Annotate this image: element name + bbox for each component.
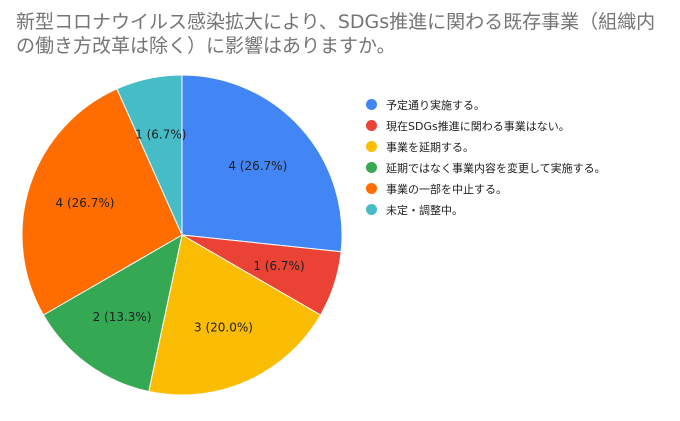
legend-label-6: 未定・調整中。 — [386, 203, 463, 217]
legend-item-2: 現在SDGs推進に関わる事業はない。 — [366, 115, 606, 136]
legend-label-2: 現在SDGs推進に関わる事業はない。 — [386, 119, 570, 133]
chart-title-line-1: 新型コロナウイルス感染拡大により、SDGs推進に関わる既存事業（組織内 — [16, 11, 656, 33]
slice-label-4: 2 (13.3%) — [93, 310, 152, 324]
pie-slice-6 — [116, 74, 183, 236]
legend-swatch-5 — [366, 183, 377, 194]
slice-label-6: 1 (6.7%) — [135, 128, 186, 142]
legend-item-5: 事業の一部を中止する。 — [366, 178, 606, 199]
chart-legend: 予定通り実施する。現在SDGs推進に関わる事業はない。 事業を延期する。延期ではな… — [366, 94, 606, 220]
slice-label-5: 4 (26.7%) — [56, 196, 115, 210]
legend-label-4: 延期ではなく事業内容を変更して実施する。 — [386, 161, 606, 175]
slice-label-3: 3 (20.0%) — [194, 321, 253, 335]
legend-label-3: 事業を延期する。 — [386, 140, 474, 154]
chart-title-line-2: の働き方改革は除く）に影響はありますか。 — [16, 35, 396, 57]
legend-label-1: 予定通り実施する。 — [386, 98, 485, 112]
legend-item-1: 予定通り実施する。 — [366, 94, 606, 115]
slice-label-1: 4 (26.7%) — [228, 159, 287, 173]
legend-swatch-4 — [366, 162, 377, 173]
legend-item-6: 未定・調整中。 — [366, 199, 606, 220]
legend-swatch-6 — [366, 204, 377, 215]
legend-swatch-2 — [366, 120, 377, 131]
legend-item-4: 延期ではなく事業内容を変更して実施する。 — [366, 157, 606, 178]
legend-swatch-3 — [366, 141, 377, 152]
pie-slice-3 — [148, 234, 322, 396]
legend-swatch-1 — [366, 99, 377, 110]
pie-slice-4 — [42, 234, 183, 393]
chart-title: 新型コロナウイルス感染拡大により、SDGs推進に関わる既存事業（組織内 の働き方… — [16, 10, 666, 58]
pie-slice-1 — [181, 74, 343, 253]
legend-label-5: 事業の一部を中止する。 — [386, 182, 507, 196]
slice-label-2: 1 (6.7%) — [253, 259, 304, 273]
legend-item-3: 事業を延期する。 — [366, 136, 606, 157]
